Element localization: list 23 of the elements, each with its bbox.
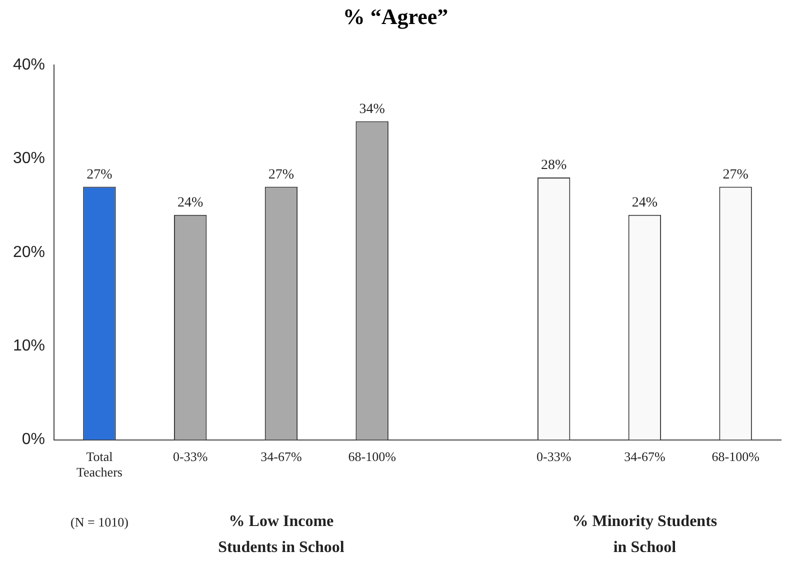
data-label: 27%: [86, 167, 113, 182]
x-tick-label: 0-33%: [172, 449, 208, 464]
data-label: 27%: [268, 167, 294, 182]
x-tick-label: 34-67%: [260, 449, 302, 464]
text: % Minority Students in School: [572, 512, 718, 556]
y-tick-label: 30%: [12, 150, 46, 168]
data-label: 27%: [722, 167, 749, 182]
y-tick-label: 40%: [12, 56, 46, 74]
data-label: 28%: [540, 158, 567, 174]
data-label: 24%: [632, 196, 658, 211]
x-tick-label: 0-33%: [536, 449, 572, 464]
y-tick-label: 20%: [12, 244, 46, 261]
text: % Low Income Students in School: [218, 512, 345, 556]
y-tick-label: 0%: [22, 431, 46, 448]
x-tick-label: 68-100%: [348, 449, 396, 464]
y-tick-label: 10%: [12, 338, 46, 355]
text: (N = 1010): [70, 514, 128, 530]
x-tick-label: Total Teachers: [76, 449, 122, 480]
x-tick-label: 68-100%: [712, 449, 760, 464]
chart-title: % “Agree”: [342, 4, 450, 30]
data-label: 24%: [177, 196, 204, 211]
x-tick-label: 34-67%: [624, 449, 666, 464]
data-label: 34%: [359, 102, 386, 117]
